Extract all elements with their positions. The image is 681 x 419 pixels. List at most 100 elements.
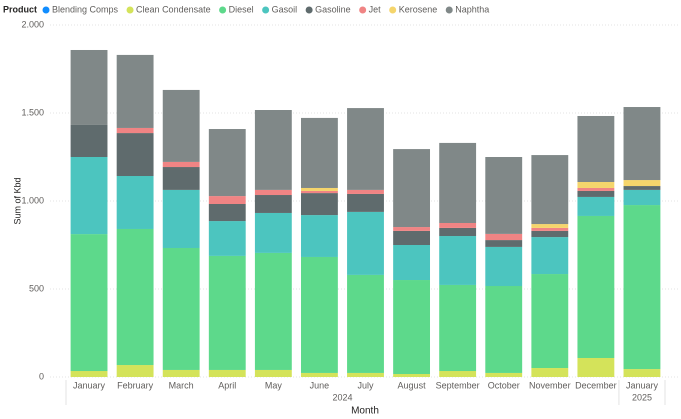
bar-segment <box>531 237 569 275</box>
legend-label: Diesel <box>229 4 254 14</box>
bar-segment <box>347 211 384 275</box>
bar-segment <box>439 236 477 285</box>
bar-segment <box>70 371 108 377</box>
bar-segment <box>254 110 292 190</box>
legend-marker <box>305 6 313 14</box>
legend-marker <box>359 6 367 14</box>
y-axis-title: Sum of Kbd <box>12 177 22 224</box>
bar-segment <box>393 227 431 231</box>
legend-label: Kerosene <box>399 4 438 14</box>
bar-segment <box>70 124 108 157</box>
bar-segment <box>577 357 615 377</box>
bar-segment <box>393 230 431 245</box>
x-tick-label: December <box>575 380 617 390</box>
legend-marker <box>219 6 227 14</box>
bar-segment <box>531 227 569 231</box>
bar-segment <box>208 196 246 204</box>
bar-segment <box>162 189 200 248</box>
legend-label: Blending Comps <box>52 4 119 14</box>
x-tick-label: November <box>529 380 571 390</box>
bar-segment <box>162 369 200 377</box>
legend-marker <box>389 6 397 14</box>
bar-segment <box>254 195 292 213</box>
bar-segment <box>208 203 246 222</box>
bar-segment <box>300 117 338 188</box>
bar-segment <box>70 234 108 372</box>
bar-segment <box>577 190 615 197</box>
x-tick-label: April <box>218 380 236 390</box>
bar-segment <box>393 149 431 228</box>
x-tick-label: March <box>169 380 194 390</box>
bar-segment <box>208 221 246 256</box>
legend-label: Gasoil <box>272 4 298 14</box>
x-tick-label: February <box>117 380 154 390</box>
bar-segment <box>300 215 338 257</box>
bar-segment <box>208 369 246 377</box>
bar-segment <box>347 189 384 194</box>
bar-segment <box>347 193 384 212</box>
bar-segment <box>439 371 477 377</box>
bar-segment <box>623 369 661 377</box>
y-tick-label: 500 <box>29 283 44 293</box>
bar-segment <box>623 107 661 181</box>
bar-segment <box>162 167 200 190</box>
x-tick-label: August <box>398 380 427 390</box>
y-tick-label: 1.500 <box>21 107 44 117</box>
legend-label: Gasoline <box>315 4 351 14</box>
x-tick-label: September <box>436 380 480 390</box>
bar-segment <box>531 274 569 369</box>
bar-segment <box>485 157 523 234</box>
bar-segment <box>300 372 338 377</box>
bar-segment <box>439 227 477 237</box>
legend-marker <box>42 6 50 14</box>
bar-segment <box>531 368 569 377</box>
legend-marker <box>445 6 453 14</box>
bar-segment <box>162 247 200 370</box>
bar-segment <box>300 193 338 216</box>
bar-segment <box>116 127 154 134</box>
legend-label: Naphtha <box>455 4 489 14</box>
bar-segment <box>439 223 477 228</box>
bar-segment <box>300 190 338 194</box>
x-tick-label: January <box>73 380 106 390</box>
bar-segment <box>162 89 200 162</box>
bar-segment <box>577 187 615 191</box>
bar-segment <box>116 176 154 229</box>
bar-segment <box>485 246 523 287</box>
bar-segment <box>347 274 384 373</box>
bar-segment <box>208 255 246 370</box>
x-tick-label: June <box>310 380 330 390</box>
bar-segment <box>254 369 292 377</box>
bar-segment <box>577 181 615 188</box>
bar-segment <box>116 228 154 366</box>
bar-segment <box>623 205 661 370</box>
bar-segment <box>116 365 154 377</box>
x-tick-label: July <box>357 380 374 390</box>
legend-marker <box>126 6 134 14</box>
bar-segment <box>162 161 200 168</box>
y-tick-label: 2.000 <box>21 19 44 29</box>
bar-segment <box>531 155 569 225</box>
bar-segment <box>70 157 108 235</box>
x-tick-label: January <box>626 380 659 390</box>
bar-segment <box>116 54 154 128</box>
bar-segment <box>439 284 477 372</box>
bar-segment <box>623 186 661 190</box>
bar-segment <box>485 240 523 247</box>
bar-segment <box>300 256 338 373</box>
bar-segment <box>300 187 338 191</box>
bar-segment <box>485 372 523 377</box>
bar-segment <box>577 196 615 216</box>
bar-segment <box>347 108 384 190</box>
bar-segment <box>393 245 431 281</box>
legend-label: Jet <box>369 4 382 14</box>
bar-segment <box>531 224 569 228</box>
x-tick-label: October <box>488 380 520 390</box>
bar-segment <box>393 374 431 377</box>
bar-segment <box>531 230 569 238</box>
bar-segment <box>485 286 523 373</box>
bar-segment <box>623 189 661 206</box>
bar-segment <box>347 372 384 377</box>
bar-segment <box>485 233 523 241</box>
